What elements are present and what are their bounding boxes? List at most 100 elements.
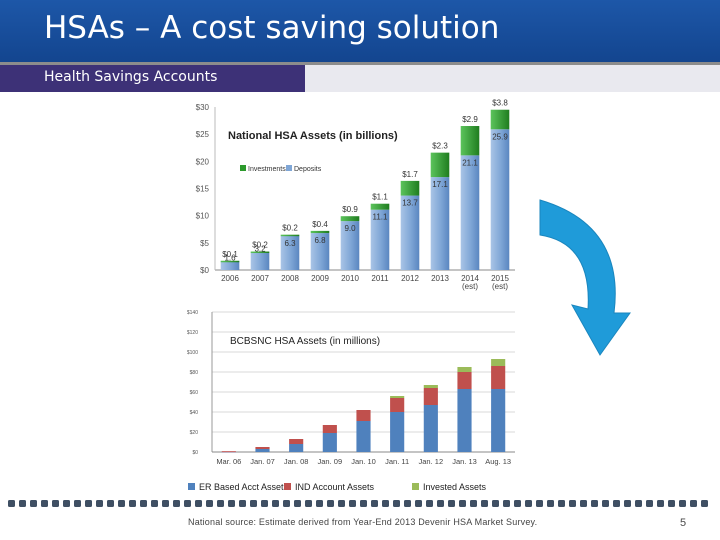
x-tick-label: 2008 xyxy=(281,274,299,283)
y-tick-label: $0 xyxy=(200,266,209,275)
divider-dot xyxy=(470,500,477,507)
divider-dot xyxy=(591,500,598,507)
ind-account-bar xyxy=(390,398,405,412)
investments-value-label: $0.4 xyxy=(312,220,328,229)
investments-bar xyxy=(340,216,360,222)
divider-dot xyxy=(360,500,367,507)
divider-dot xyxy=(74,500,81,507)
x-tick-label: Jan. 13 xyxy=(452,457,477,466)
x-tick-label: 2006 xyxy=(221,274,239,283)
divider-dot xyxy=(184,500,191,507)
deposits-value-label: 6.8 xyxy=(314,236,326,245)
legend-label-investments: Investments xyxy=(248,166,286,173)
divider-dot xyxy=(239,500,246,507)
divider-dot xyxy=(514,500,521,507)
investments-value-label: $2.9 xyxy=(462,115,478,124)
deposits-bar xyxy=(280,235,300,270)
deposits-bar xyxy=(250,252,270,270)
investments-value-label: $0.9 xyxy=(342,205,358,214)
slide-subtitle: Health Savings Accounts xyxy=(44,69,218,85)
divider-dot xyxy=(8,500,15,507)
divider-dot xyxy=(19,500,26,507)
divider-dot xyxy=(536,500,543,507)
y-tick-label: $30 xyxy=(196,103,210,112)
divider-dot xyxy=(580,500,587,507)
er-based-bar xyxy=(457,389,472,452)
chart-title: National HSA Assets (in billions) xyxy=(228,130,398,142)
divider-dot xyxy=(41,500,48,507)
investments-value-label: $0.2 xyxy=(252,241,268,250)
x-tick-label: 2011 xyxy=(371,274,389,283)
divider-dot xyxy=(426,500,433,507)
investments-bar xyxy=(400,180,420,196)
x-tick-label: (est) xyxy=(462,282,478,291)
divider-dot xyxy=(173,500,180,507)
divider-dot xyxy=(701,500,708,507)
invested-bar xyxy=(491,359,506,366)
chart-title: BCBSNC HSA Assets (in millions) xyxy=(230,336,380,347)
er-based-bar xyxy=(322,433,337,452)
er-based-bar xyxy=(491,389,506,452)
divider-dot xyxy=(393,500,400,507)
divider-dot xyxy=(613,500,620,507)
investments-value-label: $0.2 xyxy=(282,224,298,233)
divider-dot xyxy=(118,500,125,507)
x-tick-label: 2007 xyxy=(251,274,269,283)
divider-dot xyxy=(96,500,103,507)
legend-swatch xyxy=(412,483,419,490)
investments-bar xyxy=(370,203,390,210)
deposits-value-label: 17.1 xyxy=(432,180,448,189)
deposits-value-label: 13.7 xyxy=(402,199,418,208)
y-tick-label: $100 xyxy=(187,350,198,356)
investments-bar xyxy=(430,152,450,178)
deposits-value-label: 21.1 xyxy=(462,158,478,167)
legend-swatch-investments xyxy=(240,165,246,171)
divider-dot xyxy=(646,500,653,507)
y-tick-label: $5 xyxy=(200,239,209,248)
y-tick-label: $10 xyxy=(196,212,210,221)
header-rule xyxy=(0,62,720,65)
divider-dot xyxy=(206,500,213,507)
divider-dot xyxy=(569,500,576,507)
investments-value-label: $1.7 xyxy=(402,170,418,179)
y-tick-label: $25 xyxy=(196,130,210,139)
y-tick-label: $120 xyxy=(187,330,198,336)
deposits-bar xyxy=(460,155,480,270)
invested-bar xyxy=(390,396,405,398)
investments-value-label: $1.1 xyxy=(372,193,388,202)
y-tick-label: $60 xyxy=(190,390,199,396)
divider-dot xyxy=(85,500,92,507)
divider-dot xyxy=(162,500,169,507)
legend-swatch-deposits xyxy=(286,165,292,171)
x-tick-label: Jan. 09 xyxy=(318,457,343,466)
x-tick-label: 2013 xyxy=(431,274,449,283)
ind-account-bar xyxy=(221,451,236,453)
divider-dot xyxy=(107,500,114,507)
legend-label: ER Based Acct Assets xyxy=(199,482,289,492)
divider-dot xyxy=(371,500,378,507)
divider-dot xyxy=(305,500,312,507)
er-based-bar xyxy=(255,449,270,452)
divider-dot xyxy=(283,500,290,507)
ind-account-bar xyxy=(255,447,270,449)
x-tick-label: 2012 xyxy=(401,274,419,283)
legend-swatch xyxy=(188,483,195,490)
deposits-value-label: 9.0 xyxy=(344,224,356,233)
bcbsnc-hsa-chart: $0 $20 $40 $60 $80 $100 $120 $140 Mar. 06 Jan. 07… xyxy=(187,310,515,492)
slide-header: HSAs – A cost saving solution xyxy=(0,0,720,62)
er-based-bar xyxy=(390,412,405,452)
divider-dot xyxy=(415,500,422,507)
subtitle-bar-extension xyxy=(305,65,720,92)
subtitle-bar: Health Savings Accounts xyxy=(0,65,305,92)
legend-label: Invested Assets xyxy=(423,482,487,492)
ind-account-bar xyxy=(289,439,304,444)
divider-dot xyxy=(316,500,323,507)
divider-dot xyxy=(525,500,532,507)
divider-dot xyxy=(349,500,356,507)
ind-account-bar xyxy=(457,372,472,389)
divider-dot xyxy=(129,500,136,507)
x-tick-label: Jan. 11 xyxy=(385,457,409,466)
er-based-bar xyxy=(356,421,371,452)
dotted-divider xyxy=(8,499,720,509)
divider-dot xyxy=(547,500,554,507)
